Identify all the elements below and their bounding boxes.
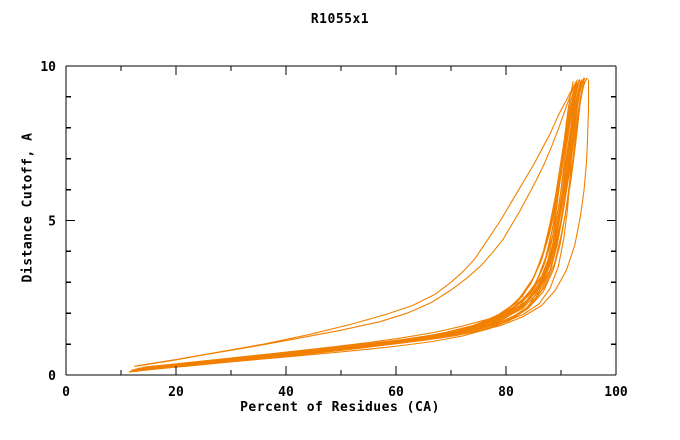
x-tick-label: 40	[278, 385, 294, 400]
x-tick-label: 80	[498, 385, 514, 400]
x-tick-label: 0	[62, 385, 70, 400]
tick-labels-layer: 0 20 40 60 80 100 0 5 10	[40, 60, 628, 400]
chart-title: R1055x1	[310, 12, 370, 27]
y-tick-label: 10	[40, 60, 56, 75]
y-tick-label: 5	[48, 215, 56, 230]
x-tick-label: 100	[604, 385, 628, 400]
data-curve	[139, 80, 577, 369]
axis-frame-layer	[65, 65, 617, 376]
x-tick-label: 20	[168, 385, 184, 400]
y-axis-label: Distance Cutoff, A	[20, 132, 36, 283]
data-curve	[145, 79, 590, 368]
data-curve	[132, 79, 582, 371]
x-tick-label: 60	[388, 385, 404, 400]
data-curve	[136, 80, 577, 367]
data-curves-layer	[128, 77, 590, 373]
data-curve	[142, 77, 588, 368]
y-tick-label: 0	[48, 369, 56, 384]
x-axis-label: Percent of Residues (CA)	[240, 400, 440, 415]
data-curve	[139, 77, 586, 369]
data-curve	[136, 77, 588, 370]
data-curve	[134, 79, 579, 367]
data-curve	[130, 80, 585, 372]
